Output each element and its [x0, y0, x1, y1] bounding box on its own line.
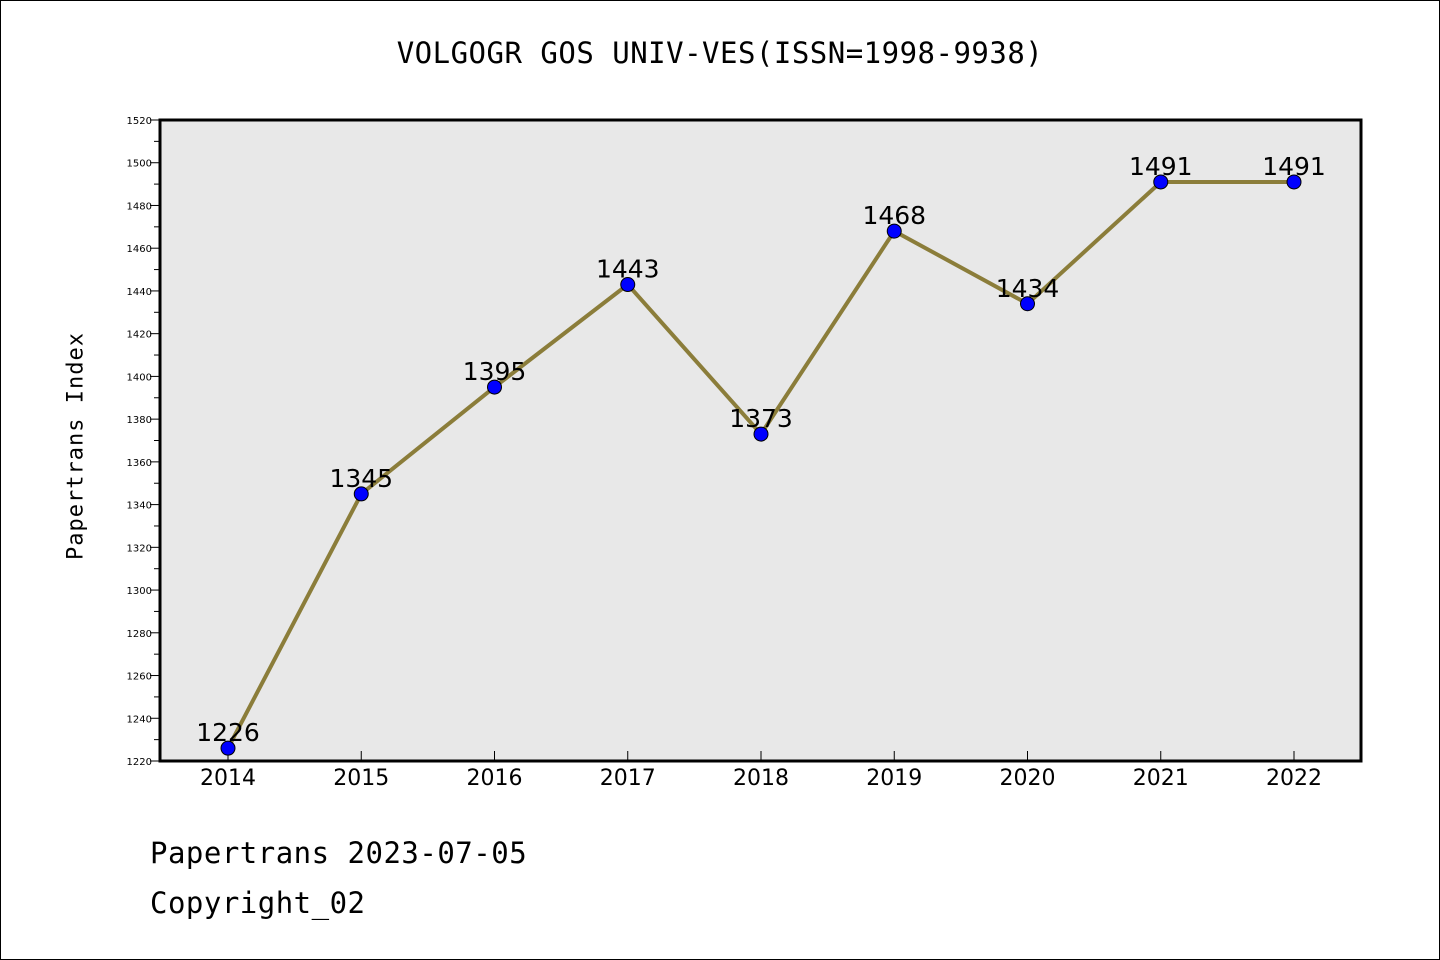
data-point	[487, 379, 502, 395]
y-axis-ticks: 1220 1240 1260 1280 1300 1320 1340 1360 1380 1400…	[127, 116, 160, 768]
data-point	[353, 486, 369, 502]
data-point	[886, 223, 902, 239]
data-label: 1491	[1129, 152, 1193, 181]
data-label: 1491	[1262, 152, 1326, 181]
y-tick-label: 1480	[127, 201, 152, 212]
data-point	[753, 426, 769, 442]
chart-title: VOLGOGR GOS UNIV-VES(ISSN=1998-9938)	[396, 36, 1044, 70]
data-point	[620, 277, 636, 293]
y-tick-label: 1460	[127, 244, 152, 255]
data-label: 1434	[996, 274, 1060, 303]
data-label: 1373	[729, 404, 793, 433]
data-label: 1395	[463, 357, 527, 386]
data-label: 1468	[862, 201, 926, 230]
footer-copyright: Copyright_02	[150, 886, 366, 920]
x-tick-label: 2019	[866, 766, 922, 791]
footer-date: Papertrans 2023-07-05	[150, 836, 528, 870]
x-tick-label: 2018	[733, 766, 789, 791]
series-markers	[220, 174, 1302, 756]
x-tick-label: 2017	[600, 766, 656, 791]
data-label: 1345	[329, 464, 393, 493]
data-labels: 1226 1345 1395 1443 1373 1468 1434 1491 1491	[196, 152, 1326, 747]
x-tick-label: 2014	[200, 766, 256, 791]
y-tick-label: 1280	[127, 629, 152, 640]
x-tick-label: 2015	[333, 766, 389, 791]
y-tick-label: 1360	[127, 458, 152, 469]
y-tick-label: 1420	[127, 330, 152, 341]
y-tick-label: 1340	[127, 501, 152, 512]
data-point	[1286, 174, 1302, 190]
x-axis-ticks: 2014 2015 2016 2017 2018 2019 2020 2021 2022	[200, 751, 1322, 791]
data-label: 1443	[596, 255, 660, 284]
data-point	[220, 740, 236, 756]
y-tick-label: 1260	[127, 672, 152, 683]
data-label: 1226	[196, 718, 260, 747]
y-tick-label: 1300	[127, 586, 152, 597]
y-tick-label: 1440	[127, 287, 152, 298]
y-tick-label: 1380	[127, 415, 152, 426]
y-tick-label: 1240	[127, 714, 152, 725]
x-tick-label: 2021	[1133, 766, 1189, 791]
y-tick-label: 1500	[127, 159, 152, 170]
x-tick-label: 2020	[1000, 766, 1056, 791]
x-tick-label: 2016	[467, 766, 523, 791]
y-tick-label: 1220	[127, 757, 152, 768]
plot-border	[158, 118, 1363, 763]
x-tick-label: 2022	[1266, 766, 1322, 791]
data-point	[1153, 174, 1169, 190]
y-tick-label: 1320	[127, 543, 152, 554]
y-tick-label: 1520	[127, 116, 152, 127]
data-point	[1020, 296, 1035, 312]
y-tick-label: 1400	[127, 372, 152, 383]
